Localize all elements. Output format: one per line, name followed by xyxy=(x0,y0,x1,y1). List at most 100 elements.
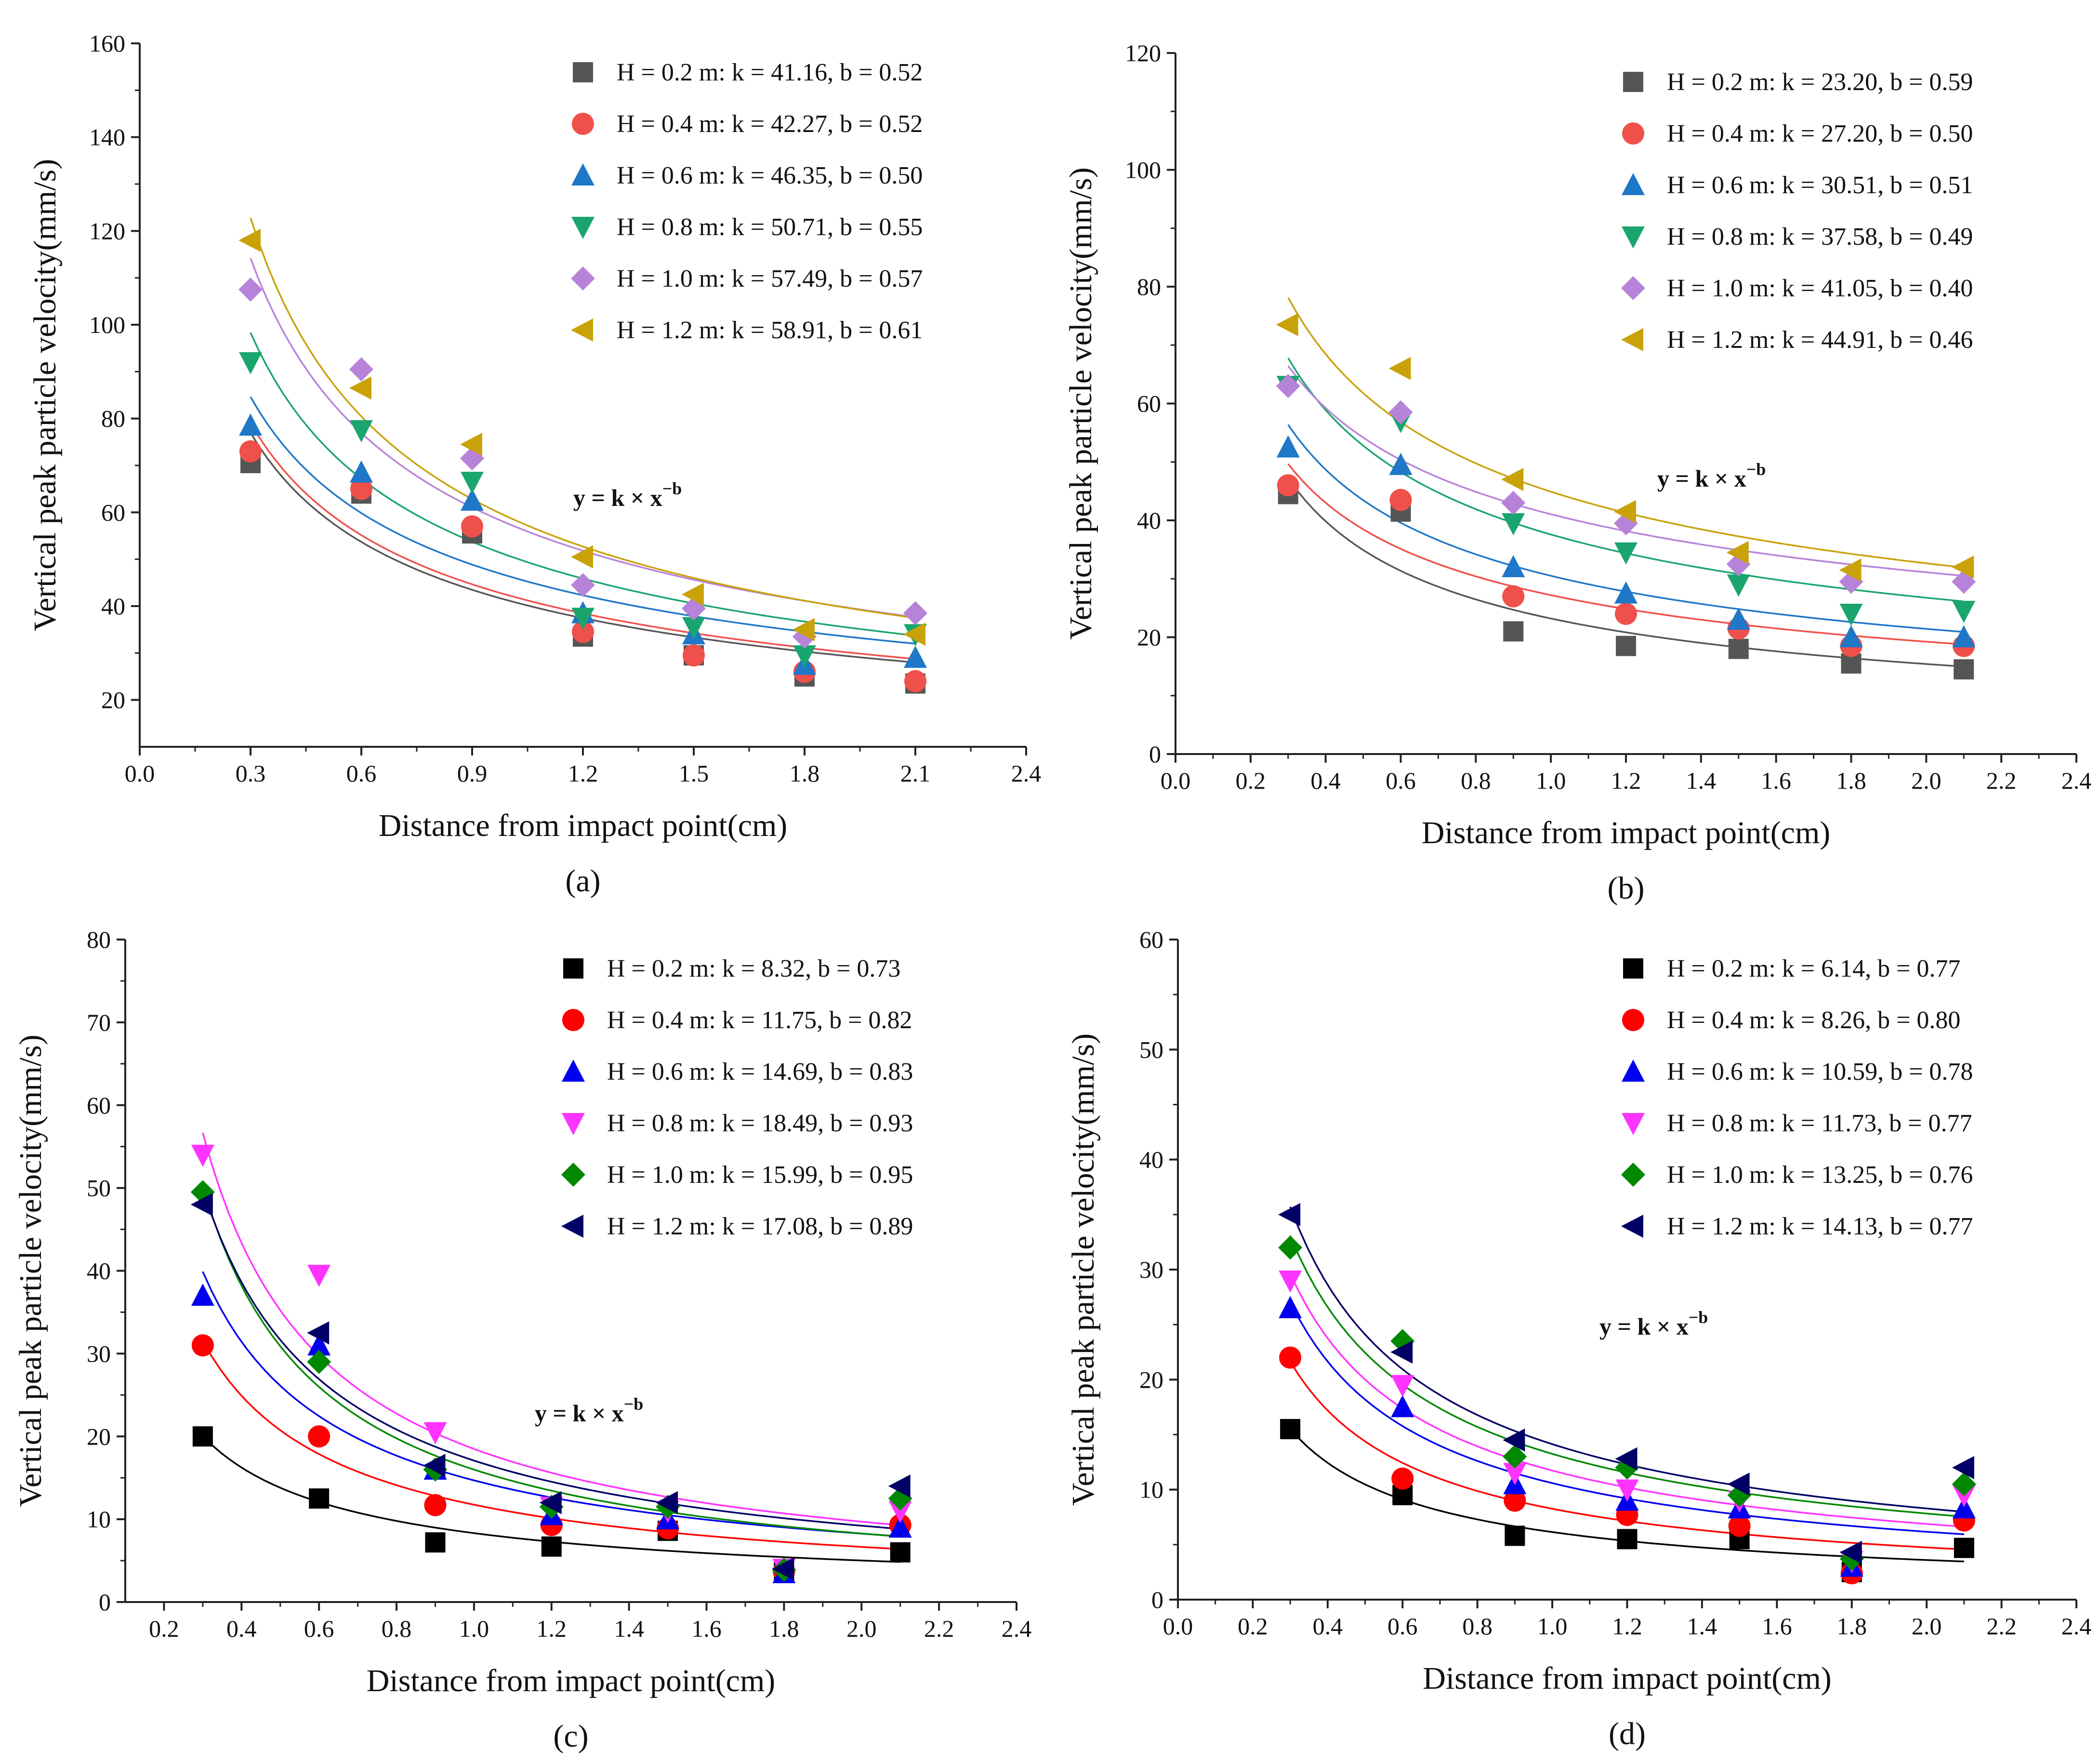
series-points xyxy=(238,228,925,646)
data-point xyxy=(793,645,816,668)
formula-base: y = k × x xyxy=(535,1400,624,1427)
y-tick-label: 20 xyxy=(101,687,125,714)
data-point xyxy=(1614,542,1638,565)
data-point xyxy=(1502,513,1525,536)
series-points xyxy=(1276,374,1976,594)
data-point xyxy=(461,472,484,494)
legend-marker xyxy=(563,958,583,979)
panel-label: (d) xyxy=(1609,1716,1646,1751)
chart-panel-a: 0.0 0.3 0.6 0.9 1.2 1.5 1.8 2.1 2.4 20 40 60 80 100 12… xyxy=(0,0,1045,899)
legend-marker xyxy=(572,113,594,135)
legend-marker xyxy=(561,1163,585,1187)
legend-entry: H = 0.2 m: k = 23.20, b = 0.59 xyxy=(1667,68,1973,96)
data-point xyxy=(1276,435,1300,458)
data-point xyxy=(350,420,373,442)
y-tick-label: 10 xyxy=(87,1506,111,1533)
data-point xyxy=(1389,452,1413,475)
y-tick-label: 30 xyxy=(1139,1256,1163,1283)
data-point xyxy=(238,278,263,302)
data-point xyxy=(1501,468,1524,491)
data-point xyxy=(1954,659,1974,680)
legend-entry: H = 0.8 m: k = 18.49, b = 0.93 xyxy=(607,1110,913,1137)
data-point xyxy=(1728,638,1749,659)
fit-curve xyxy=(202,1186,900,1537)
data-point xyxy=(888,1500,912,1523)
formula-base: y = k × x xyxy=(573,484,662,511)
series-points xyxy=(1277,474,1975,657)
data-point xyxy=(239,352,262,374)
data-point xyxy=(309,1488,330,1509)
x-tick-label: 1.2 xyxy=(1611,767,1641,794)
data-point xyxy=(1505,1525,1525,1546)
data-point xyxy=(461,489,484,511)
data-point xyxy=(904,646,927,668)
legend-marker xyxy=(1622,1009,1644,1031)
legend-marker xyxy=(571,163,594,185)
fit-formula: y = k × x−b xyxy=(1657,460,1766,492)
y-tick-label: 100 xyxy=(1125,157,1161,184)
y-tick-label: 10 xyxy=(1139,1476,1163,1503)
x-tick-label: 2.4 xyxy=(2061,767,2092,794)
data-point xyxy=(890,1542,911,1563)
y-axis-title: Vertical peak particle velocity(mm/s) xyxy=(1063,167,1098,639)
x-tick-label: 0.8 xyxy=(1461,767,1491,794)
formula-exponent: −b xyxy=(624,1394,644,1414)
data-point xyxy=(1391,1375,1414,1397)
data-point xyxy=(888,1474,911,1498)
legend-marker xyxy=(571,217,594,239)
formula-exponent: −b xyxy=(1746,460,1766,479)
x-tick-label: 0.8 xyxy=(382,1615,412,1642)
data-point xyxy=(541,1536,562,1557)
legend-marker xyxy=(1623,72,1643,92)
y-tick-label: 0 xyxy=(1151,1586,1163,1613)
x-tick-label: 0.6 xyxy=(304,1615,334,1642)
data-point xyxy=(903,601,927,625)
x-axis-title: Distance from impact point(cm) xyxy=(1422,815,1831,850)
x-tick-label: 0.4 xyxy=(226,1615,257,1642)
data-point xyxy=(1727,608,1750,630)
data-point xyxy=(1839,625,1863,648)
y-tick-label: 40 xyxy=(1139,1146,1163,1173)
legend-marker xyxy=(562,1113,585,1135)
data-point xyxy=(682,583,704,606)
data-point xyxy=(1504,1489,1526,1512)
data-point xyxy=(1615,1479,1639,1502)
fit-formula: y = k × x−b xyxy=(535,1394,643,1427)
x-tick-label: 0.3 xyxy=(236,760,266,787)
legend-marker xyxy=(1622,173,1645,195)
data-point xyxy=(460,433,482,456)
formula-base: y = k × x xyxy=(1599,1313,1689,1340)
y-tick-label: 60 xyxy=(1137,390,1161,417)
series-points xyxy=(1279,1346,1975,1585)
x-tick-label: 2.4 xyxy=(1002,1615,1032,1642)
y-tick-label: 140 xyxy=(89,124,125,151)
x-axis-title: Distance from impact point(cm) xyxy=(367,1663,776,1698)
data-point xyxy=(192,1426,213,1447)
chart-svg-a: 0.0 0.3 0.6 0.9 1.2 1.5 1.8 2.1 2.4 20 40 60 80 100 12… xyxy=(27,30,1041,899)
data-point xyxy=(1280,1419,1301,1440)
legend-entry: H = 1.2 m: k = 44.91, b = 0.46 xyxy=(1667,326,1973,354)
legend-marker xyxy=(562,1009,584,1031)
data-point xyxy=(307,1321,330,1345)
legend-entry: H = 0.8 m: k = 50.71, b = 0.55 xyxy=(617,213,923,241)
data-point xyxy=(308,1425,330,1448)
y-tick-label: 80 xyxy=(101,405,125,432)
y-axis-title: Vertical peak particle velocity(mm/s) xyxy=(13,1034,48,1507)
series-points xyxy=(1278,484,1974,680)
x-tick-label: 1.0 xyxy=(459,1615,489,1642)
data-point xyxy=(1952,1496,1976,1519)
data-point xyxy=(682,617,705,639)
legend-entry: H = 0.4 m: k = 27.20, b = 0.50 xyxy=(1667,120,1973,147)
x-tick-label: 0.6 xyxy=(346,760,377,787)
x-tick-label: 2.2 xyxy=(1986,767,2017,794)
x-tick-label: 2.2 xyxy=(924,1615,954,1642)
data-point xyxy=(1501,490,1526,515)
y-tick-label: 20 xyxy=(87,1423,111,1450)
legend-entry: H = 1.2 m: k = 58.91, b = 0.61 xyxy=(617,317,923,344)
data-point xyxy=(1839,1540,1862,1564)
data-point xyxy=(191,1144,214,1167)
x-tick-label: 0.4 xyxy=(1313,1613,1343,1640)
x-axis-title: Distance from impact point(cm) xyxy=(1423,1661,1832,1696)
data-point xyxy=(1839,558,1862,582)
legend-marker xyxy=(1622,226,1645,249)
